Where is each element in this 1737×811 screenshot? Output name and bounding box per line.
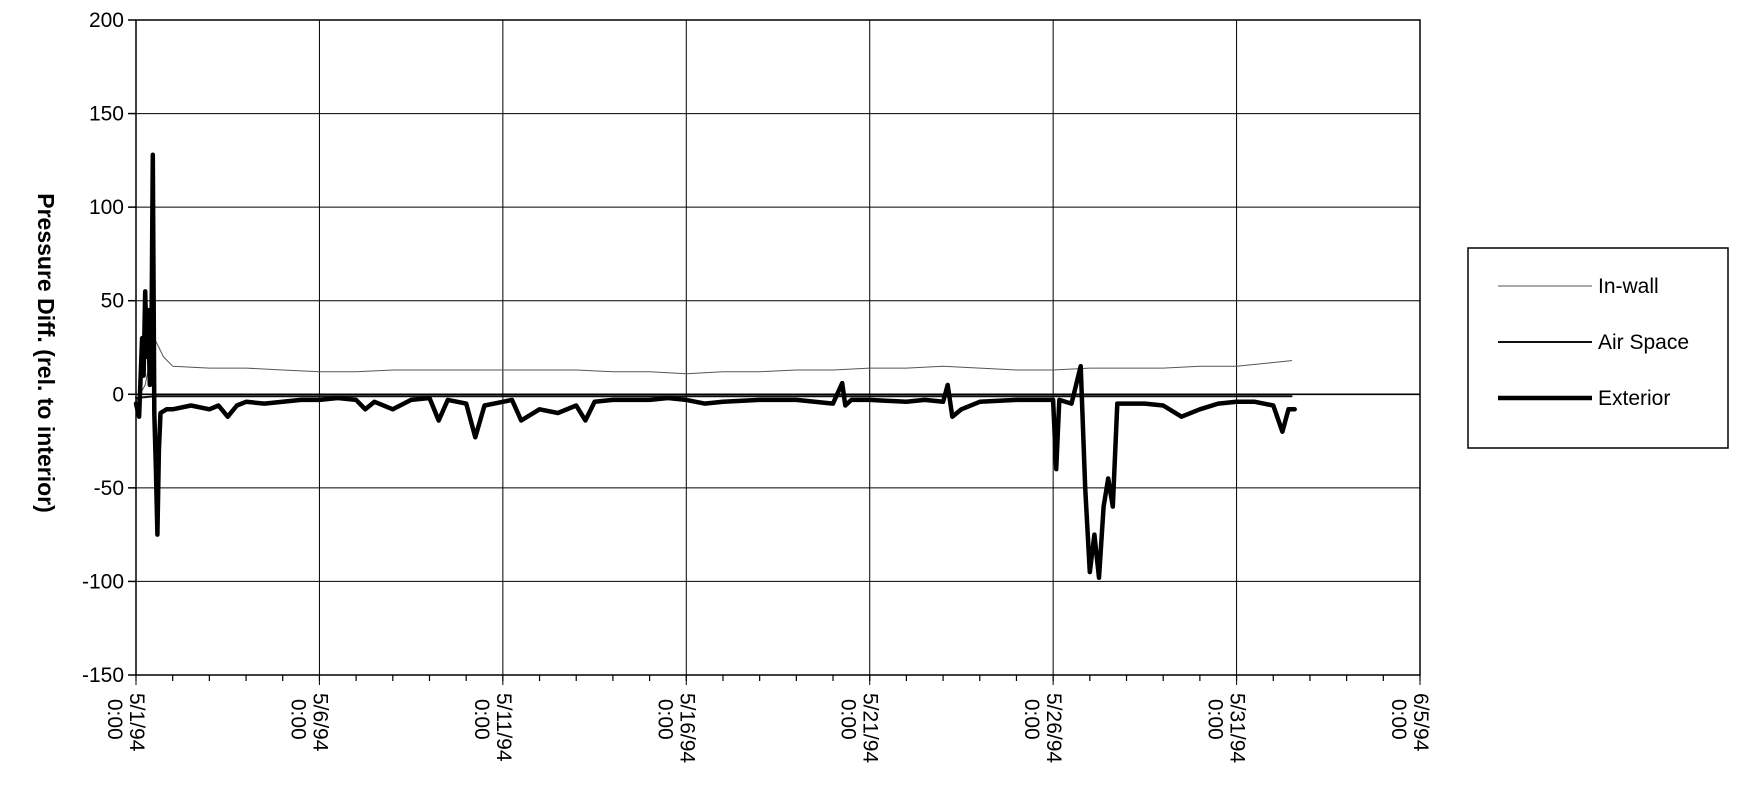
x-tick-label: 5/31/94 0:00 [1204,693,1249,763]
legend-label: Exterior [1598,387,1670,410]
plot-frame [135,19,1421,676]
axes [128,19,1421,681]
x-tick-labels: 5/1/94 0:00 5/6/94 0:00 5/11/94 0:00 5/16/9… [103,693,1432,763]
series-line-exterior [133,152,1297,580]
legend-label: In-wall [1598,275,1659,298]
x-tick-label: 5/1/94 0:00 [103,693,148,752]
legend-box [1467,247,1729,449]
x-tick-label: 5/11/94 0:00 [470,693,515,762]
y-tick-label: -150 [82,664,124,687]
y-tick-label: 150 [89,103,124,126]
series-lines [133,152,1297,580]
y-tick-label: 200 [89,9,124,32]
y-tick-label: 50 [101,290,124,313]
x-tick-label: 6/5/94 0:00 [1387,693,1432,752]
x-tick-label: 5/16/94 0:00 [653,693,698,763]
x-tick-label: 5/26/94 0:00 [1020,693,1065,763]
x-tick-label: 5/6/94 0:00 [286,693,331,752]
legend-label: Air Space [1598,331,1689,354]
legend: In-wall Air Space Exterior [1467,247,1729,449]
series-line-air-space [135,395,1293,399]
series-line-in-wall [135,337,1293,403]
y-tick-label: -50 [94,477,124,500]
y-tick-label: 0 [112,383,124,406]
grid [135,19,1421,685]
y-axis-label: Pressure Diff. (rel. to interior) [33,193,59,513]
legend-items: In-wall Air Space Exterior [1498,275,1689,410]
y-tick-label: 100 [89,196,124,219]
y-tick-labels: -150 -100 -50 0 50 100 150 200 [82,9,124,687]
x-tick-label: 5/21/94 0:00 [837,693,882,763]
y-tick-label: -100 [82,570,124,593]
